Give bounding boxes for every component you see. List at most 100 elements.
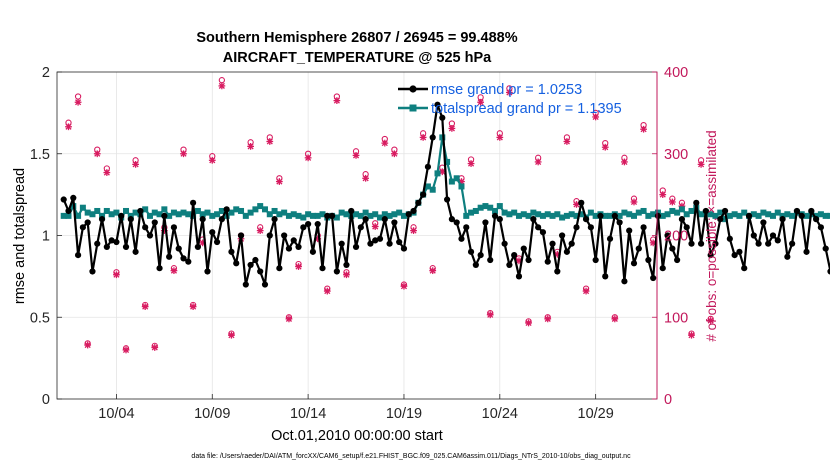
spread-data-point [774, 209, 781, 216]
spread-data-point [463, 212, 470, 219]
rmse-data-point [568, 240, 575, 247]
spread-data-point [439, 134, 446, 141]
rmse-data-point [621, 278, 628, 285]
spread-data-point [650, 211, 657, 218]
rmse-data-point [228, 248, 235, 255]
spread-data-point [784, 211, 791, 218]
spread-data-point [635, 209, 642, 216]
rmse-data-point [170, 224, 178, 231]
rmse-data-point [261, 281, 269, 288]
spread-data-point [654, 209, 661, 216]
rmse-data-point [563, 248, 571, 255]
rmse-data-point [314, 220, 321, 228]
spread-data-point [659, 212, 666, 219]
rmse-data-point [587, 224, 594, 231]
obs-assimilated-point [668, 198, 676, 206]
rmse-data-point [118, 212, 125, 219]
obs-assimilated-point [544, 315, 552, 323]
rmse-data-point [654, 212, 662, 219]
spread-data-point [741, 209, 748, 216]
spread-data-point [765, 211, 772, 218]
spread-data-point [372, 211, 379, 218]
obs-assimilated-point [218, 82, 226, 90]
spread-data-point [290, 211, 297, 218]
rmse-data-point [98, 216, 106, 223]
spread-data-point [295, 212, 302, 219]
spread-data-point [276, 211, 283, 218]
rmse-data-point [156, 265, 163, 272]
right-y-tick-label: 100 [664, 310, 688, 326]
rmse-data-point [367, 240, 374, 247]
spread-data-point [458, 183, 465, 190]
obs-assimilated-point [208, 156, 216, 164]
rmse-data-point [309, 248, 317, 255]
spread-data-point [285, 212, 292, 219]
rmse-data-point [161, 212, 168, 219]
spread-data-point [353, 211, 360, 218]
rmse-data-point [544, 258, 551, 265]
spread-data-point [103, 207, 110, 214]
spread-data-point [789, 212, 796, 219]
spread-data-point [712, 212, 719, 219]
spread-data-point [616, 212, 623, 219]
rmse-data-point [94, 240, 101, 247]
rmse-data-point [376, 235, 384, 242]
series-lines [60, 101, 830, 288]
obs-assimilated-point [247, 143, 254, 150]
spread-data-point [755, 212, 762, 219]
legend-spread-marker [409, 104, 417, 112]
rmse-data-point [817, 224, 824, 231]
rmse-data-point [113, 238, 120, 246]
spread-data-point [94, 207, 101, 214]
rmse-data-point [803, 248, 810, 255]
rmse-data-point [511, 252, 518, 259]
spread-data-point [146, 212, 153, 219]
rmse-data-point [237, 232, 245, 239]
spread-data-point [257, 203, 264, 210]
rmse-data-point [343, 261, 350, 269]
obs-assimilated-point [228, 331, 235, 339]
spread-data-point [726, 212, 733, 219]
spread-data-point [99, 212, 106, 219]
rmse-data-point [405, 211, 412, 218]
spread-data-point [271, 207, 278, 214]
rmse-data-point [693, 199, 700, 206]
rmse-data-point [793, 207, 801, 215]
spread-data-point [228, 209, 235, 216]
obs-assimilated-point [371, 223, 379, 230]
spread-data-point [309, 212, 316, 219]
spread-data-point [142, 206, 149, 213]
obs-assimilated-point [707, 317, 715, 324]
rmse-data-point [779, 216, 786, 223]
obs-assimilated-point [563, 138, 571, 145]
right-y-tick-label: 400 [664, 65, 688, 81]
obs-assimilated-point [697, 160, 705, 168]
spread-data-point [515, 212, 522, 219]
spread-data-point [587, 209, 594, 216]
spread-data-point [185, 211, 192, 218]
rmse-data-point [127, 216, 134, 223]
rmse-data-point [324, 212, 331, 219]
rmse-data-point [458, 235, 465, 242]
obs-assimilated-point [304, 154, 312, 162]
rmse-data-point [467, 248, 475, 255]
spread-data-point [573, 212, 580, 219]
rmse-data-point [65, 207, 72, 215]
spread-data-point [175, 211, 182, 218]
rmse-data-point [697, 240, 705, 247]
obs-assimilated-point [323, 287, 331, 295]
spread-data-point [779, 212, 786, 219]
rmse-data-point [702, 207, 709, 215]
spread-data-point [554, 211, 561, 218]
rmse-data-point [717, 216, 724, 223]
rmse-data-point [741, 265, 748, 272]
obs-assimilated-point [275, 178, 283, 185]
rmse-data-point [674, 256, 681, 264]
spread-data-point [511, 209, 518, 216]
rmse-data-point [477, 252, 484, 259]
spread-data-point [377, 214, 384, 221]
spread-data-point [549, 212, 556, 219]
spread-data-point [151, 209, 158, 216]
spread-data-point [319, 211, 326, 218]
